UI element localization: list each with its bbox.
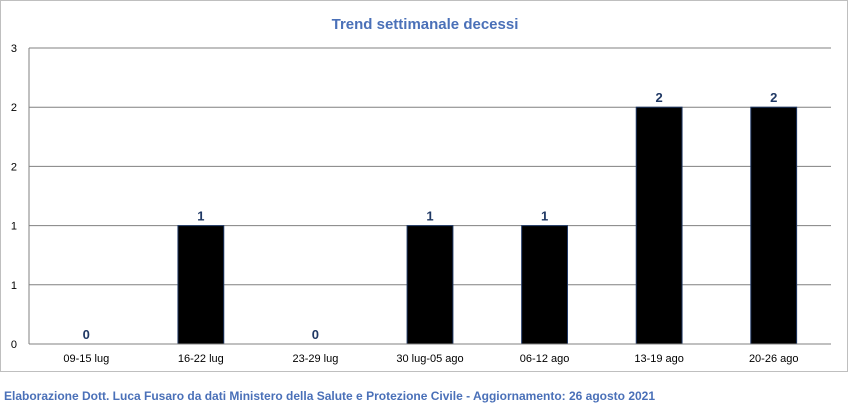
- bar: [177, 225, 225, 345]
- data-label: 1: [197, 209, 204, 224]
- chart-frame: Trend settimanale decessi 0 1 1 2 2 3 0 1 0 1 1 2 2…: [0, 0, 848, 372]
- x-tick-label: 30 lug-05 ago: [396, 353, 463, 365]
- x-tick-label: 20-26 ago: [749, 353, 799, 365]
- x-tick-label: 06-12 ago: [520, 353, 570, 365]
- data-label: 0: [312, 327, 319, 342]
- gridlines: [29, 47, 831, 286]
- bars: [177, 106, 798, 345]
- source-note: Elaborazione Dott. Luca Fusaro da dati M…: [4, 389, 656, 403]
- y-tick-label: 2: [11, 161, 17, 173]
- data-label: 0: [83, 327, 90, 342]
- x-tick-label: 09-15 lug: [63, 353, 109, 365]
- data-label: 2: [770, 90, 777, 105]
- y-tick-label: 1: [11, 221, 17, 233]
- data-labels: 0 1 0 1 1 2 2: [83, 90, 778, 342]
- bar-chart: Trend settimanale decessi 0 1 1 2 2 3 0 1 0 1 1 2 2…: [11, 16, 831, 365]
- data-label: 2: [656, 90, 663, 105]
- y-tick-label: 2: [11, 102, 17, 114]
- data-label: 1: [426, 209, 433, 224]
- y-tick-label: 1: [11, 280, 17, 292]
- y-tick-label: 3: [11, 43, 17, 55]
- bar: [635, 106, 683, 345]
- x-tick-label: 23-29 lug: [292, 353, 338, 365]
- bar: [406, 225, 454, 345]
- y-tick-label: 0: [11, 339, 17, 351]
- x-tick-label: 16-22 lug: [178, 353, 224, 365]
- data-label: 1: [541, 209, 548, 224]
- bar: [521, 225, 568, 345]
- y-axis-ticks: 0 1 1 2 2 3: [11, 43, 17, 351]
- x-tick-label: 13-19 ago: [634, 353, 684, 365]
- x-axis-ticks: 09-15 lug 16-22 lug 23-29 lug 30 lug-05 ago…: [63, 353, 798, 365]
- chart-title: Trend settimanale decessi: [332, 16, 519, 33]
- bar: [750, 106, 798, 345]
